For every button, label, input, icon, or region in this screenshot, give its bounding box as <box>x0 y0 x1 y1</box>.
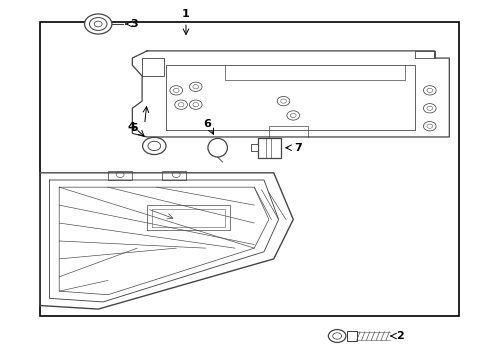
Circle shape <box>290 113 296 118</box>
Text: 2: 2 <box>395 331 403 341</box>
Circle shape <box>332 333 341 339</box>
Bar <box>257 138 281 158</box>
Circle shape <box>89 18 107 31</box>
Circle shape <box>173 88 179 93</box>
Bar <box>108 171 132 180</box>
Circle shape <box>277 96 289 106</box>
Circle shape <box>148 141 160 150</box>
Bar <box>250 144 257 151</box>
Circle shape <box>84 14 112 34</box>
Circle shape <box>426 124 432 128</box>
Circle shape <box>328 329 345 342</box>
Circle shape <box>116 172 124 177</box>
Circle shape <box>192 103 198 107</box>
Text: 4: 4 <box>127 122 135 132</box>
Circle shape <box>423 86 435 95</box>
Text: 1: 1 <box>182 9 189 19</box>
Circle shape <box>189 100 202 109</box>
Circle shape <box>286 111 299 120</box>
Circle shape <box>423 122 435 131</box>
Text: 7: 7 <box>294 143 302 153</box>
Bar <box>142 58 163 76</box>
Circle shape <box>189 82 202 91</box>
Circle shape <box>94 21 102 27</box>
Bar <box>40 22 458 316</box>
Text: 6: 6 <box>203 120 210 129</box>
Circle shape <box>174 100 187 109</box>
Circle shape <box>426 88 432 93</box>
Circle shape <box>172 172 180 177</box>
Circle shape <box>280 99 286 103</box>
Text: 3: 3 <box>130 19 137 29</box>
Bar <box>346 331 356 341</box>
Circle shape <box>142 137 165 154</box>
Circle shape <box>192 85 198 89</box>
Circle shape <box>169 86 182 95</box>
Circle shape <box>423 104 435 113</box>
Circle shape <box>178 103 183 107</box>
Text: 5: 5 <box>130 123 137 133</box>
Bar <box>161 171 185 180</box>
Circle shape <box>426 106 432 111</box>
Ellipse shape <box>207 138 227 157</box>
